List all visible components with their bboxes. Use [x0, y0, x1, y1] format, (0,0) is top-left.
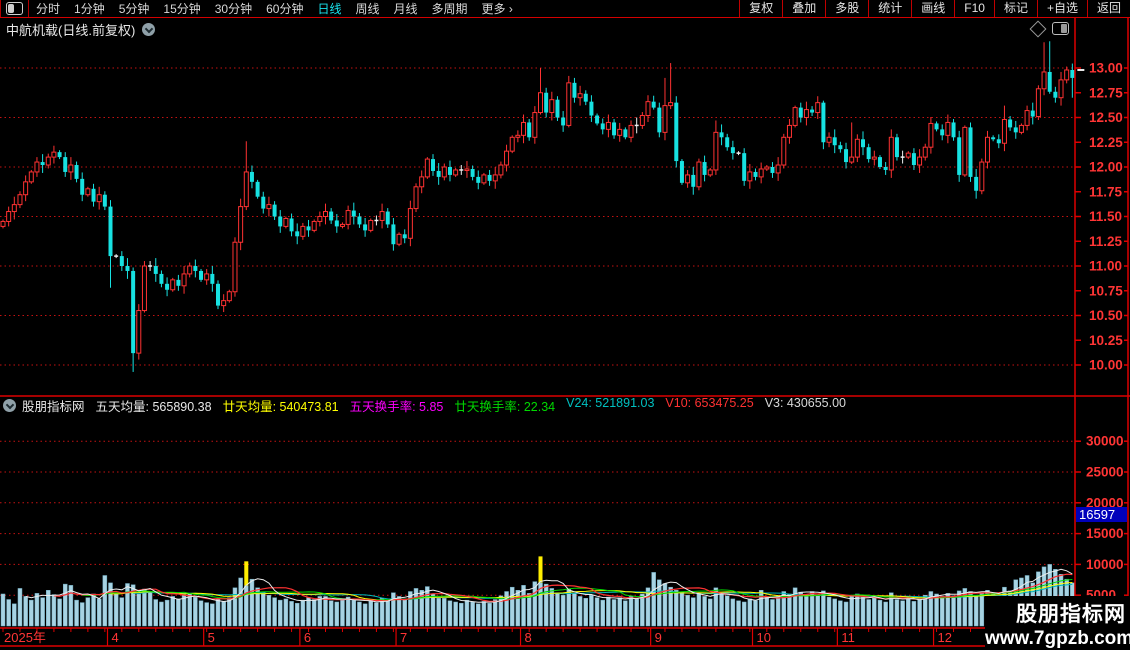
- month-label-2025年: 2025年: [4, 630, 46, 645]
- month-label-4: 4: [112, 630, 119, 645]
- menu-tool-6[interactable]: 标记: [993, 0, 1037, 17]
- indicator-legend-row: 股朋指标网 五天均量: 565890.38 廿天均量: 540473.81 五天换手…: [3, 396, 858, 415]
- svg-text:12.50: 12.50: [1089, 110, 1123, 125]
- menu-period-6[interactable]: 日线: [317, 2, 342, 16]
- candlestick-chart-canvas[interactable]: 13.00 12.75 12.50 12.25 12.00 11.75 11.50 11.25…: [0, 18, 1130, 650]
- chevron-down-icon[interactable]: [3, 399, 16, 412]
- menu-period-9[interactable]: 多周期: [431, 2, 468, 16]
- indicator-field-1: 廿天均量: 540473.81: [222, 400, 339, 414]
- watermark-url: www.7gpzb.com: [985, 628, 1130, 649]
- svg-text:10000: 10000: [1086, 557, 1124, 572]
- menu-period-1[interactable]: 1分钟: [74, 2, 105, 16]
- diamond-marker-icon[interactable]: [1029, 20, 1047, 37]
- menu-tool-7[interactable]: +自选: [1036, 0, 1087, 17]
- indicator-field-6: V3: 430655.00: [764, 396, 847, 410]
- month-label-12: 12: [938, 630, 952, 645]
- svg-text:30000: 30000: [1086, 434, 1124, 449]
- symbol-title: 中航机载(日线.前复权): [6, 22, 136, 38]
- svg-text:25000: 25000: [1086, 465, 1124, 480]
- indicator-field-2: 五天换手率: 5.85: [349, 400, 444, 414]
- pane-split-icon[interactable]: [1052, 22, 1069, 35]
- menu-period-10[interactable]: 更多 ›: [481, 2, 513, 16]
- menu-tool-0[interactable]: 复权: [739, 0, 782, 17]
- menu-period-5[interactable]: 60分钟: [266, 2, 304, 16]
- svg-text:12.75: 12.75: [1089, 85, 1123, 100]
- indicator-field-5: V10: 653475.25: [665, 396, 754, 410]
- period-menu: 分时 1分钟 5分钟 15分钟 30分钟 60分钟 日线 周线 月线 多周期 更多 ›: [29, 0, 520, 17]
- month-label-6: 6: [304, 630, 311, 645]
- svg-text:20000: 20000: [1086, 495, 1124, 510]
- divider: [28, 0, 29, 17]
- svg-text:13.00: 13.00: [1089, 61, 1123, 76]
- menu-period-2[interactable]: 5分钟: [118, 2, 150, 16]
- menu-tool-5[interactable]: F10: [954, 0, 994, 17]
- menu-tool-2[interactable]: 多股: [825, 0, 868, 17]
- last-volume-value: 16597: [1079, 507, 1115, 522]
- month-label-8: 8: [525, 630, 532, 645]
- menu-tool-3[interactable]: 统计: [868, 0, 911, 17]
- svg-text:11.50: 11.50: [1089, 209, 1122, 224]
- svg-text:15000: 15000: [1086, 526, 1124, 541]
- month-label-7: 7: [400, 630, 407, 645]
- svg-text:12.25: 12.25: [1089, 135, 1123, 150]
- svg-text:11.75: 11.75: [1089, 184, 1123, 199]
- month-label-11: 11: [841, 630, 855, 645]
- menu-tool-1[interactable]: 叠加: [782, 0, 825, 17]
- menu-tool-8[interactable]: 返回: [1086, 0, 1130, 17]
- indicator-values: 五天均量: 565890.38 廿天均量: 540473.81 五天换手率: 5.8…: [96, 396, 858, 415]
- menu-period-3[interactable]: 15分钟: [163, 2, 201, 16]
- indicator-field-0: 五天均量: 565890.38: [95, 400, 212, 414]
- menu-period-0[interactable]: 分时: [36, 2, 61, 16]
- svg-text:10.50: 10.50: [1089, 308, 1123, 323]
- menu-period-7[interactable]: 周线: [355, 2, 380, 16]
- chevron-down-icon[interactable]: [142, 22, 156, 36]
- menu-tool-4[interactable]: 画线: [911, 0, 954, 17]
- divider: [0, 0, 1, 17]
- svg-text:10.25: 10.25: [1089, 333, 1123, 348]
- menu-period-4[interactable]: 30分钟: [214, 2, 253, 16]
- tools-menu: 复权 叠加 多股 统计 画线 F10 标记 +自选 返回: [739, 0, 1130, 17]
- watermark-brand: 股朋指标网: [1016, 603, 1126, 626]
- svg-text:10.75: 10.75: [1089, 283, 1123, 298]
- menu-period-8[interactable]: 月线: [393, 2, 418, 16]
- indicator-field-4: V24: 521891.03: [566, 396, 655, 410]
- month-label-9: 9: [655, 630, 662, 645]
- svg-text:12.00: 12.00: [1089, 160, 1123, 175]
- top-menu-bar: 分时 1分钟 5分钟 15分钟 30分钟 60分钟 日线 周线 月线 多周期 更多 › 复权 叠加 多股…: [0, 0, 1130, 18]
- indicator-source: 股朋指标网: [22, 400, 85, 414]
- month-label-10: 10: [757, 630, 771, 645]
- indicator-field-3: 廿天换手率: 22.34: [454, 400, 556, 414]
- svg-text:11.25: 11.25: [1089, 234, 1123, 249]
- layout-split-icon[interactable]: [6, 2, 23, 15]
- watermark: 股朋指标网 www.7gpzb.com: [985, 596, 1130, 650]
- svg-text:10.00: 10.00: [1089, 358, 1123, 373]
- month-label-5: 5: [208, 630, 215, 645]
- svg-text:11.00: 11.00: [1089, 259, 1122, 274]
- chart-title: 中航机载(日线.前复权): [6, 21, 156, 38]
